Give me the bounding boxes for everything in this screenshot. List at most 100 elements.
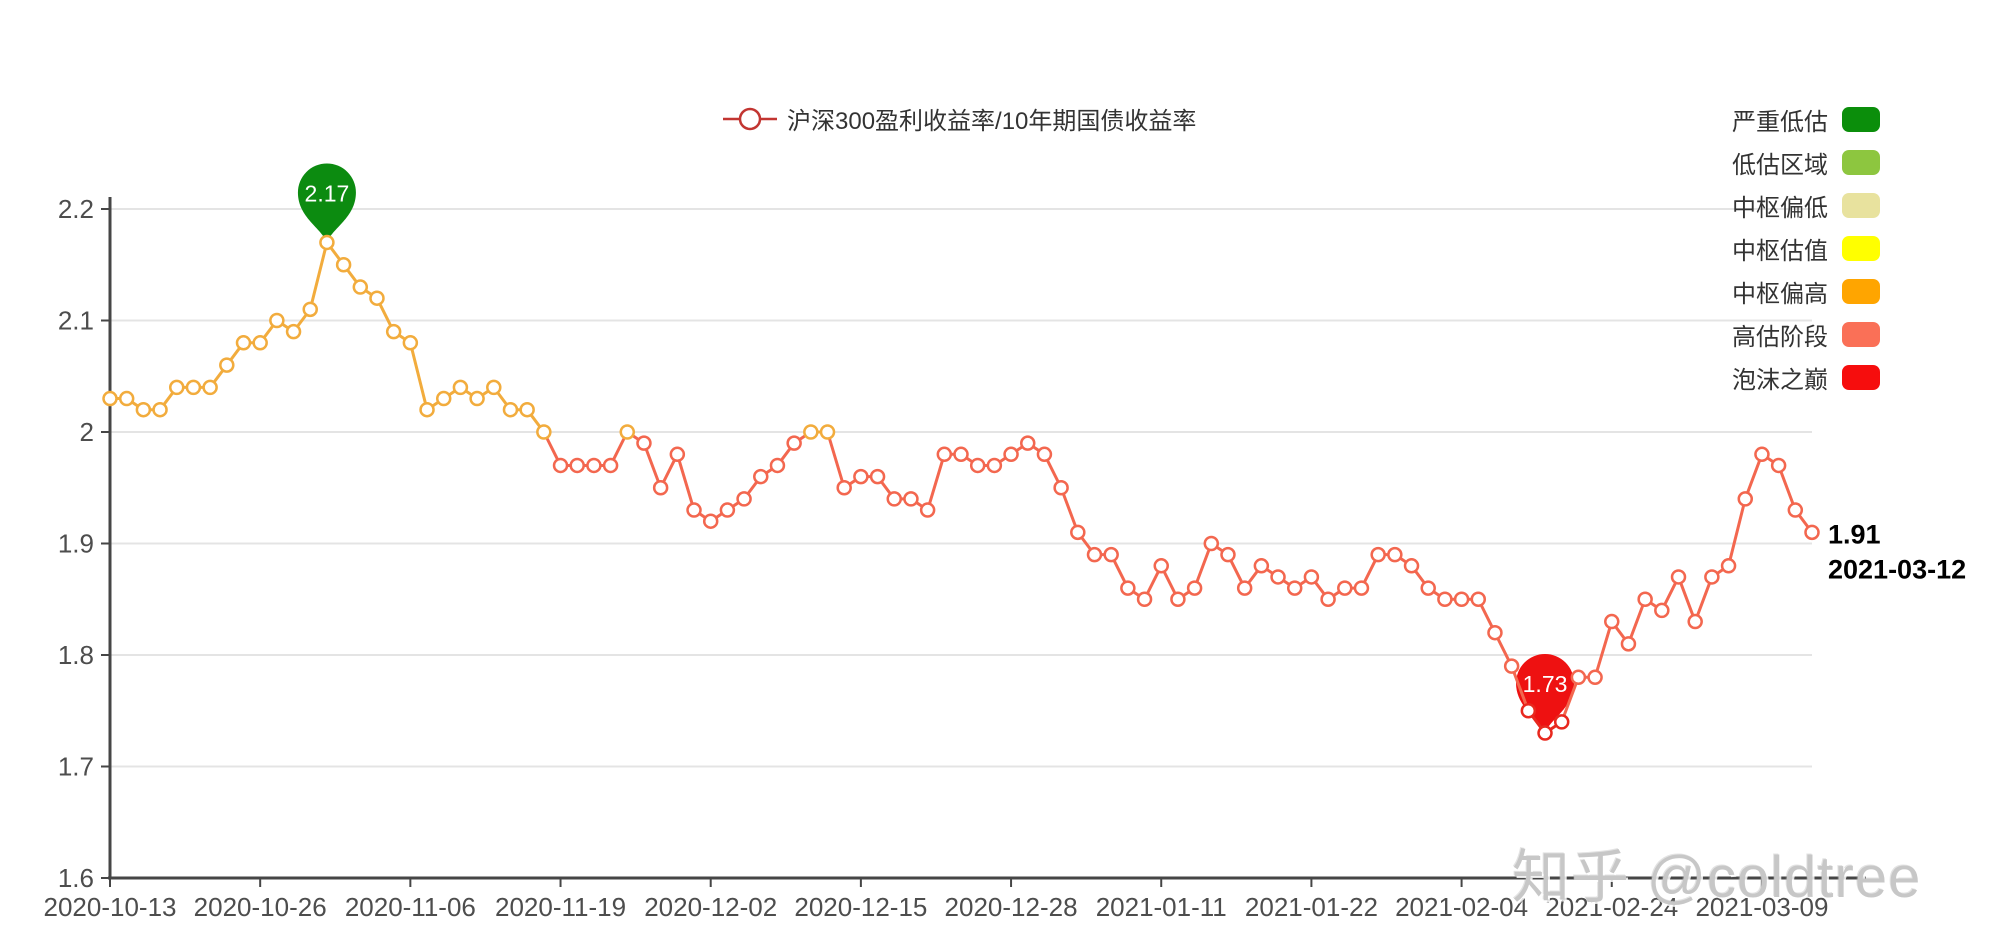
zone-legend-item-4[interactable]: 中枢估值 [1700, 233, 1880, 265]
data-point[interactable] [1387, 546, 1403, 563]
data-point[interactable] [1737, 491, 1754, 507]
data-point[interactable] [369, 290, 385, 306]
data-point[interactable] [602, 457, 619, 474]
data-point[interactable] [569, 457, 585, 474]
data-point[interactable] [1236, 580, 1253, 596]
data-point[interactable] [269, 312, 285, 329]
data-point[interactable] [1770, 457, 1787, 474]
data-point[interactable] [352, 279, 369, 295]
data-point[interactable] [1487, 624, 1503, 641]
data-point[interactable] [886, 491, 903, 507]
zone-legend-item-2[interactable]: 低估区域 [1700, 147, 1880, 179]
data-point[interactable] [1103, 546, 1119, 563]
data-point[interactable] [1620, 636, 1637, 652]
data-point[interactable] [118, 390, 135, 407]
data-point[interactable] [1720, 558, 1737, 574]
data-point[interactable] [502, 401, 519, 418]
data-point[interactable] [135, 401, 152, 418]
data-point[interactable] [586, 457, 602, 474]
data-point[interactable] [1220, 546, 1236, 563]
data-point[interactable] [402, 335, 419, 351]
zone-legend-item-1[interactable]: 严重低估 [1700, 104, 1880, 136]
data-point[interactable] [1787, 502, 1804, 518]
data-point[interactable] [419, 401, 435, 418]
data-point[interactable] [168, 379, 185, 396]
data-point[interactable] [986, 457, 1003, 474]
data-point[interactable] [252, 335, 268, 351]
data-point[interactable] [1553, 714, 1570, 730]
data-point[interactable] [385, 323, 402, 340]
data-point[interactable] [719, 502, 736, 518]
data-point[interactable] [1086, 546, 1103, 563]
zone-legend-item-6[interactable]: 高估阶段 [1700, 319, 1880, 351]
data-point[interactable] [1036, 446, 1053, 463]
data-point[interactable] [636, 435, 652, 451]
data-point[interactable] [836, 480, 852, 496]
data-point[interactable] [702, 513, 719, 529]
data-point[interactable] [1120, 580, 1136, 596]
data-point[interactable] [1019, 435, 1036, 451]
data-point[interactable] [552, 457, 569, 474]
data-point[interactable] [469, 390, 485, 407]
data-point[interactable] [1537, 725, 1553, 741]
data-point[interactable] [619, 424, 636, 440]
data-point[interactable] [736, 491, 752, 507]
data-point[interactable] [686, 502, 702, 518]
data-point[interactable] [1704, 569, 1720, 585]
data-point[interactable] [1637, 591, 1653, 607]
data-point[interactable] [853, 468, 869, 485]
data-point[interactable] [1337, 580, 1353, 596]
data-point[interactable] [302, 301, 318, 318]
data-point[interactable] [235, 335, 252, 351]
data-point[interactable] [1270, 569, 1286, 585]
data-point[interactable] [1303, 569, 1320, 585]
data-point[interactable] [969, 457, 986, 474]
data-point[interactable] [219, 357, 235, 373]
data-point[interactable] [1170, 591, 1186, 607]
data-point[interactable] [1654, 602, 1670, 619]
data-point[interactable] [1403, 558, 1420, 574]
data-point[interactable] [1003, 446, 1019, 463]
data-point[interactable] [869, 468, 886, 485]
data-point[interactable] [919, 502, 936, 518]
data-point[interactable] [1370, 546, 1386, 563]
data-point[interactable] [335, 257, 352, 273]
data-point[interactable] [652, 480, 669, 496]
data-point[interactable] [819, 424, 836, 440]
data-point[interactable] [1570, 669, 1587, 686]
data-point[interactable] [486, 379, 502, 396]
data-point[interactable] [1136, 591, 1153, 607]
data-point[interactable] [1286, 580, 1303, 596]
data-point[interactable] [1353, 580, 1370, 596]
data-point[interactable] [285, 323, 302, 340]
data-point[interactable] [753, 468, 769, 485]
data-point[interactable] [1203, 535, 1220, 552]
data-point[interactable] [769, 457, 786, 474]
data-point[interactable] [1670, 569, 1687, 585]
data-point[interactable] [319, 234, 335, 251]
data-point[interactable] [102, 390, 118, 407]
data-point[interactable] [1153, 558, 1169, 574]
data-point[interactable] [1687, 613, 1703, 630]
zone-legend-item-3[interactable]: 中枢偏低 [1700, 190, 1880, 222]
data-point[interactable] [1587, 669, 1603, 686]
data-point[interactable] [519, 401, 535, 418]
data-point[interactable] [669, 446, 686, 463]
data-point[interactable] [1070, 524, 1086, 541]
data-point[interactable] [152, 401, 168, 418]
data-point[interactable] [185, 379, 202, 396]
data-point[interactable] [953, 446, 969, 463]
data-point[interactable] [435, 390, 452, 407]
data-point[interactable] [1253, 558, 1270, 574]
data-point[interactable] [1420, 580, 1436, 596]
data-point[interactable] [536, 424, 552, 440]
data-point[interactable] [1503, 658, 1520, 674]
data-point[interactable] [1604, 613, 1620, 630]
data-point[interactable] [1520, 703, 1537, 719]
data-point[interactable] [1804, 524, 1820, 541]
zone-legend-item-7[interactable]: 泡沫之巅 [1700, 362, 1880, 394]
data-point[interactable] [803, 424, 819, 440]
data-point[interactable] [1453, 591, 1470, 607]
data-point[interactable] [1470, 591, 1487, 607]
data-point[interactable] [1437, 591, 1453, 607]
